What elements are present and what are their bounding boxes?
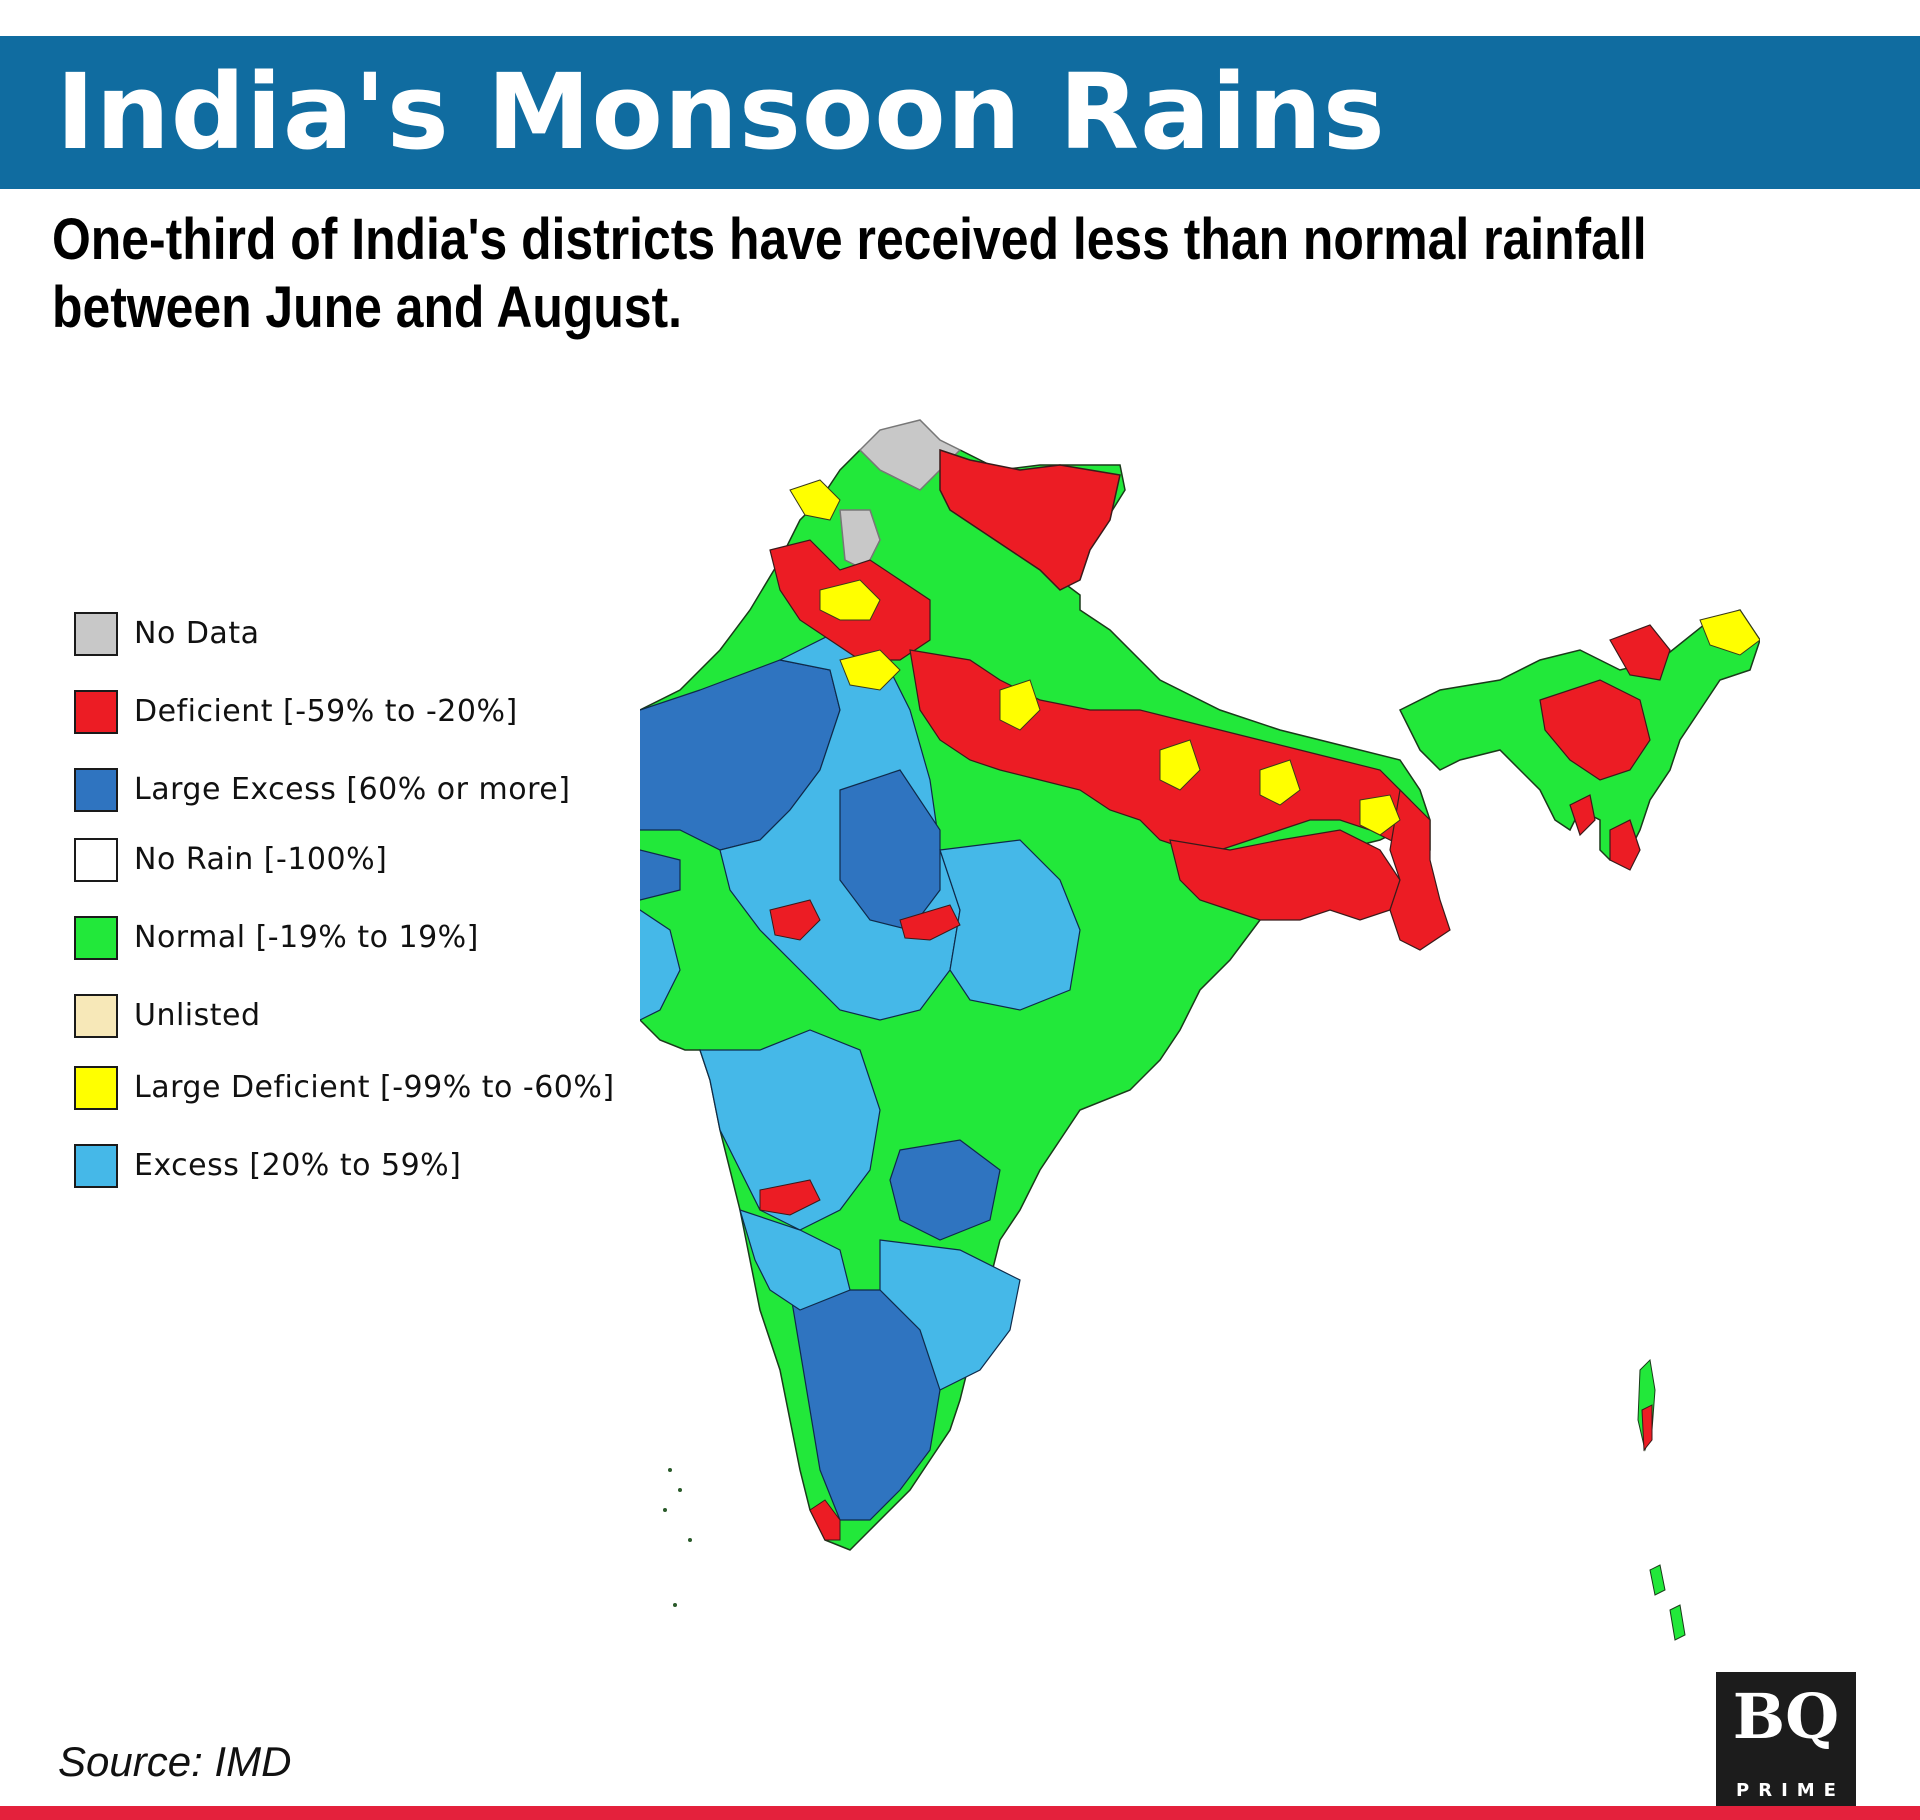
island-lakshadweep [673, 1603, 677, 1607]
island-lakshadweep [668, 1468, 672, 1472]
legend-item-excess: Excess [20% to 59%] [74, 1144, 674, 1192]
island-lakshadweep [678, 1488, 682, 1492]
legend-swatch [74, 1066, 118, 1110]
india-rainfall-map [640, 410, 1760, 1690]
deficient-region-jharkhand [1169, 829, 1401, 921]
deficient-region [899, 904, 961, 941]
deficient-region-ladakh [939, 448, 1121, 591]
deficient-region-northeast [1609, 819, 1641, 871]
legend-swatch [74, 916, 118, 960]
island-andaman-deficient [1641, 1404, 1653, 1452]
legend-item-deficient: Deficient [-59% to -20%] [74, 690, 674, 738]
no-data-region [839, 509, 881, 572]
large-deficient-region [999, 679, 1041, 731]
subtitle-line-2: between June and August. [52, 275, 683, 340]
legend-item-no-rain: No Rain [-100%] [74, 838, 674, 886]
bq-prime-logo: BQ PRIME [1716, 1672, 1856, 1820]
legend-label: Normal [-19% to 19%] [134, 920, 479, 955]
excess-region-deccan [699, 1029, 881, 1231]
deficient-region [769, 899, 821, 941]
legend-swatch [74, 1144, 118, 1188]
deficient-region-kerala [809, 1499, 841, 1541]
excess-region-gujarat [640, 909, 681, 1021]
large-deficient-region [1259, 759, 1301, 806]
logo-mark: BQ [1732, 1680, 1840, 1753]
legend-swatch [74, 994, 118, 1038]
legend-swatch [74, 690, 118, 734]
large-deficient-region [1699, 609, 1760, 656]
page-title: India's Monsoon Rains [56, 51, 1386, 173]
deficient-region-bengal [1389, 788, 1451, 951]
legend-label: Deficient [-59% to -20%] [134, 694, 518, 729]
large-excess-region-kutch [640, 849, 681, 901]
legend-label: No Data [134, 616, 260, 651]
legend-swatch [74, 612, 118, 656]
legend-swatch [74, 838, 118, 882]
title-bar: India's Monsoon Rains [0, 36, 1920, 189]
legend-item-normal: Normal [-19% to 19%] [74, 916, 674, 964]
legend-label: No Rain [-100%] [134, 842, 388, 877]
legend-item-large-deficient: Large Deficient [-99% to -60%] [74, 1066, 674, 1114]
subtitle: One-third of India's districts have rece… [52, 206, 1647, 342]
legend-label: Large Excess [60% or more] [134, 772, 571, 807]
legend-item-large-excess: Large Excess [60% or more] [74, 768, 674, 816]
large-deficient-region [1159, 739, 1201, 791]
deficient-region-northeast [1539, 679, 1651, 781]
logo-word: PRIME [1736, 1780, 1845, 1801]
island-lakshadweep [663, 1508, 667, 1512]
excess-region-mp [939, 839, 1081, 1011]
deficient-region [759, 1179, 821, 1216]
subtitle-line-1: One-third of India's districts have rece… [52, 207, 1647, 272]
island-nicobar [1649, 1564, 1666, 1596]
legend-swatch [74, 768, 118, 812]
deficient-region-northeast [1609, 624, 1671, 681]
large-deficient-region [1359, 794, 1401, 836]
legend-label: Unlisted [134, 998, 261, 1033]
large-deficient-region [789, 479, 841, 521]
source-note: Source: IMD [58, 1738, 292, 1785]
legend-item-unlisted: Unlisted [74, 994, 674, 1042]
legend-label: Excess [20% to 59%] [134, 1148, 462, 1183]
legend-item-no-data: No Data [74, 612, 674, 660]
large-deficient-region [819, 579, 881, 621]
island-lakshadweep [688, 1538, 692, 1542]
large-excess-region-south [789, 1289, 941, 1521]
large-excess-region-telangana [889, 1139, 1001, 1241]
island-nicobar [1669, 1604, 1686, 1641]
large-deficient-region [839, 649, 901, 691]
legend-label: Large Deficient [-99% to -60%] [134, 1070, 615, 1105]
bottom-accent-bar [0, 1806, 1920, 1820]
excess-region-karnataka [739, 1209, 851, 1311]
large-excess-region-central [839, 769, 941, 931]
deficient-region-northeast [1569, 794, 1596, 837]
